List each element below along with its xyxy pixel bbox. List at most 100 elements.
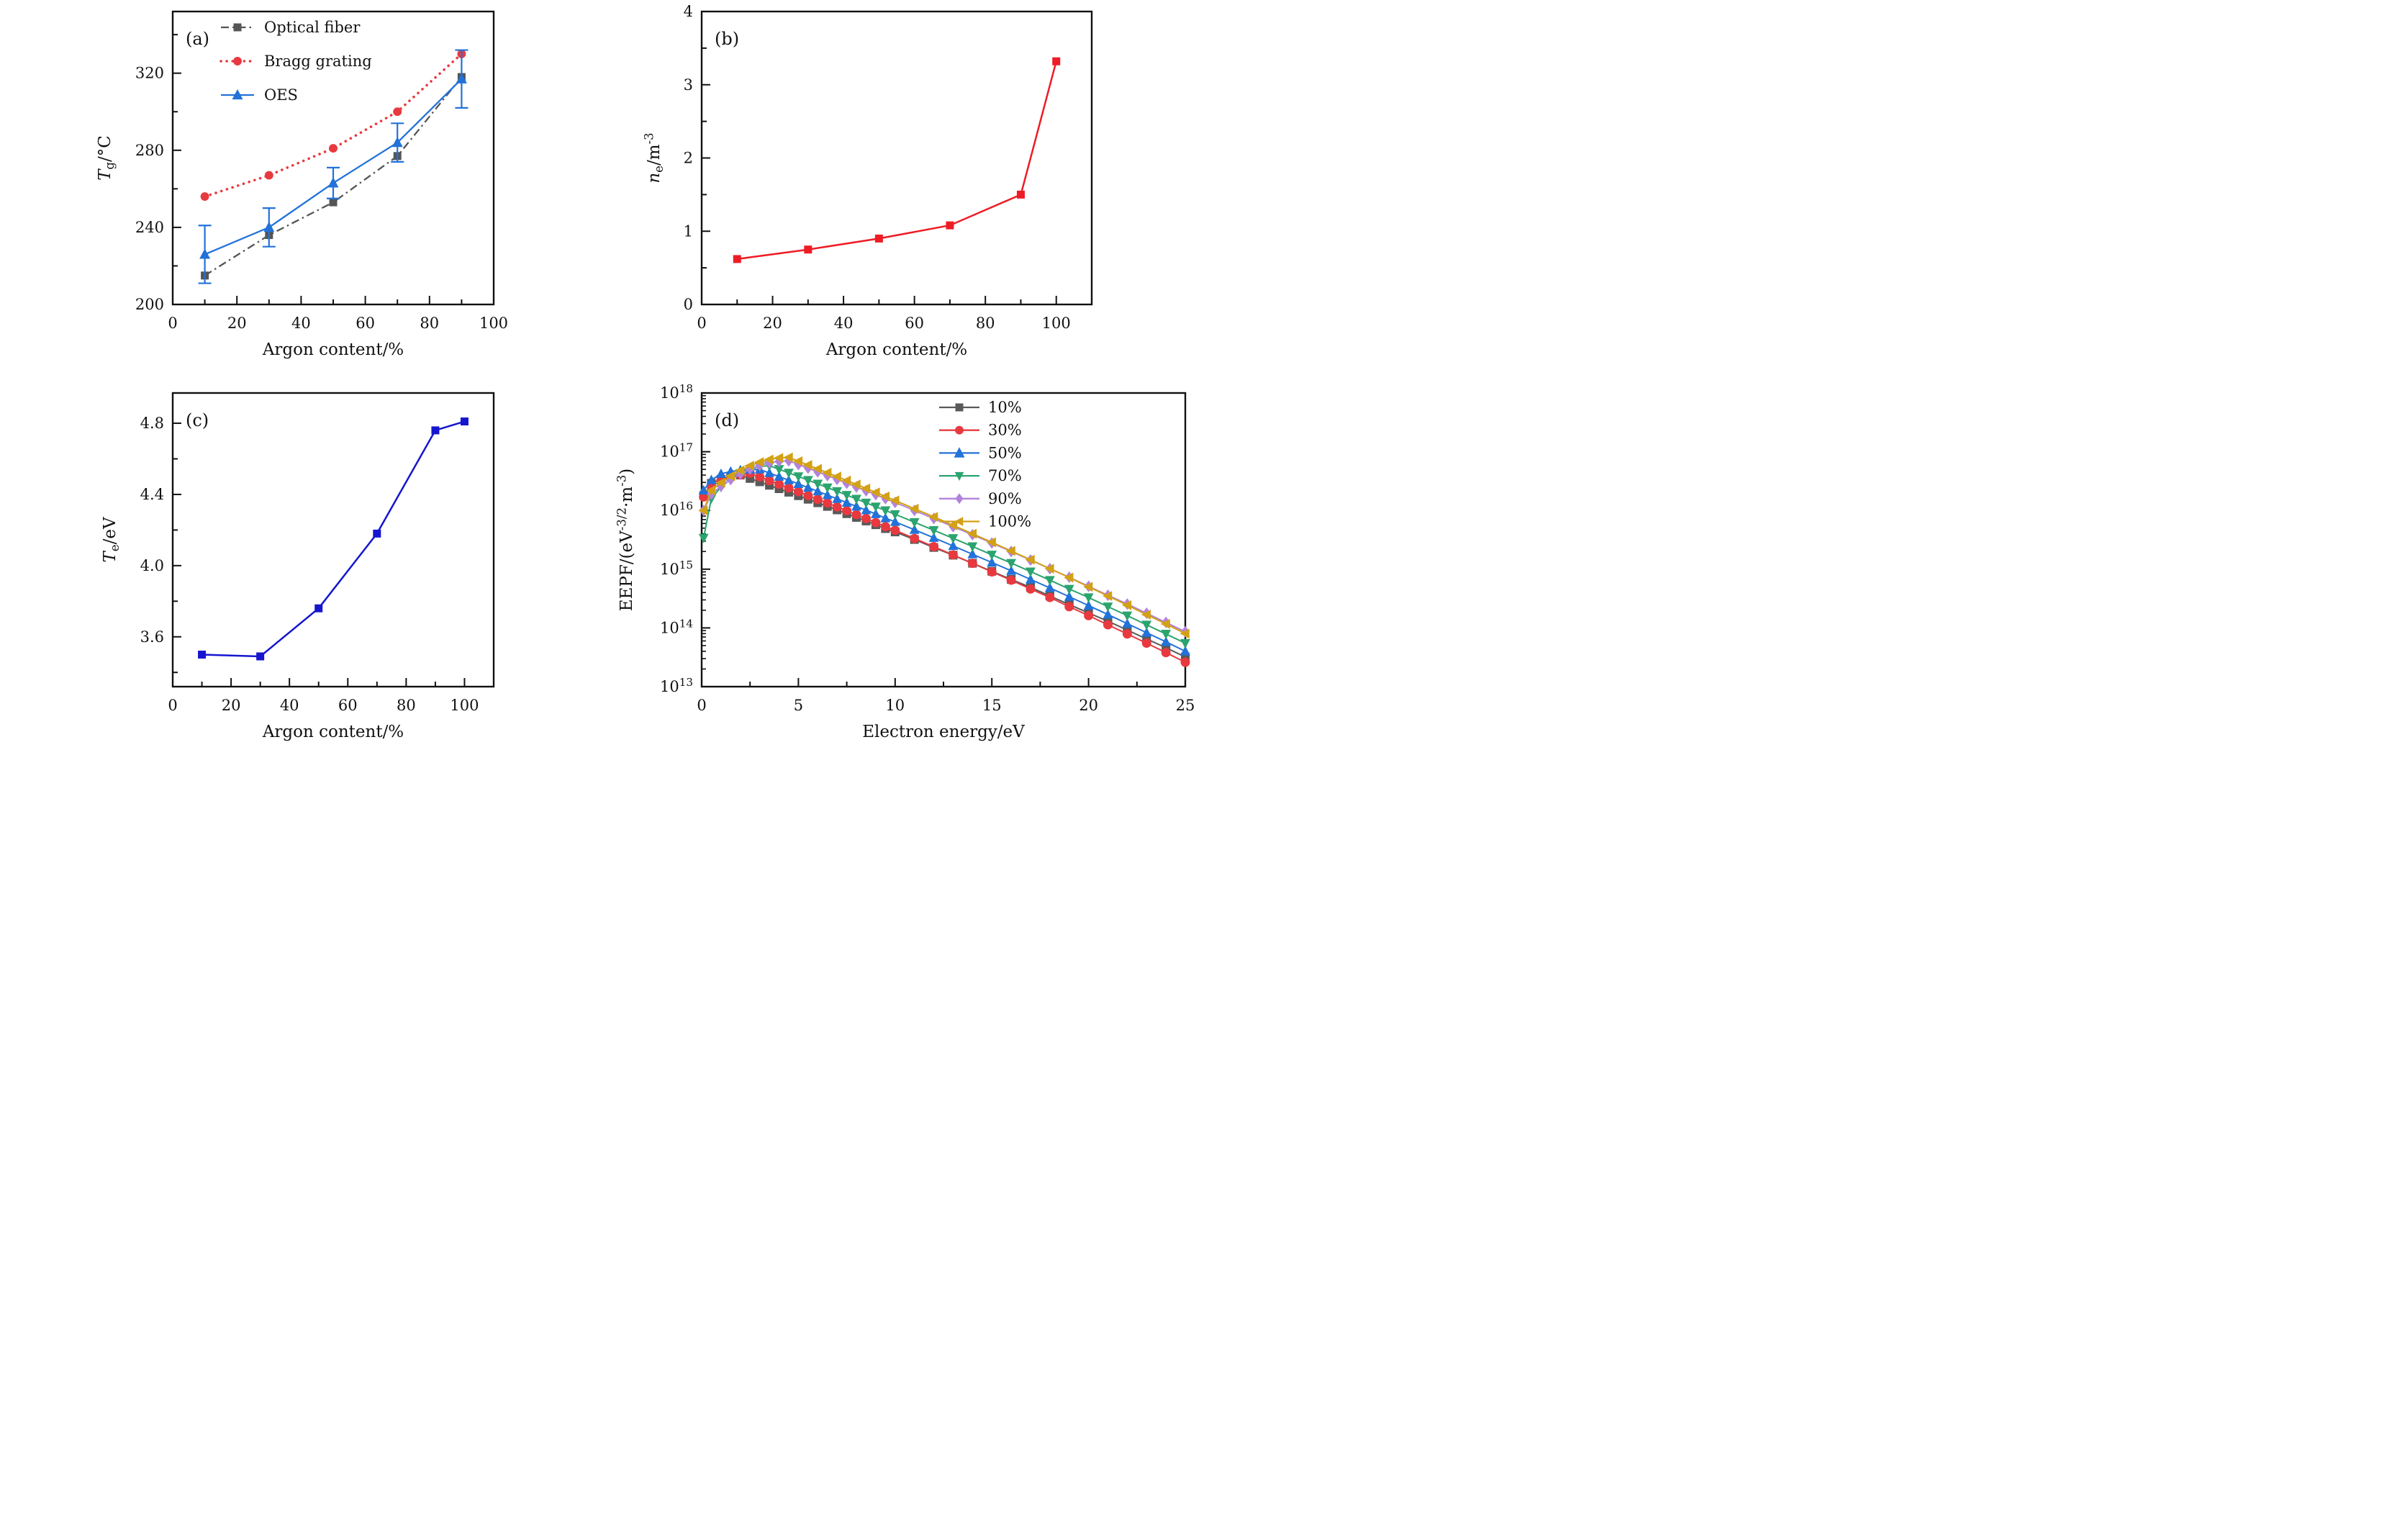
x-tick-label: 20: [227, 315, 247, 332]
x-tick-label: 0: [697, 697, 706, 714]
panel-a-series-oes: [198, 49, 469, 284]
series-marker: [851, 501, 861, 511]
series-marker: [1026, 567, 1036, 577]
panel-b-tick-labels: 0 20 40 60 80 100 0 1 2 3 4: [684, 3, 1071, 332]
series-marker: [1122, 629, 1132, 639]
series-marker: [1044, 582, 1055, 592]
series-marker: [986, 537, 996, 548]
series-marker: [1103, 620, 1113, 630]
series-marker: [929, 542, 939, 551]
series-marker: [733, 255, 741, 263]
series-marker: [822, 467, 832, 478]
series-marker: [706, 474, 717, 484]
series-marker: [871, 502, 881, 512]
series-marker: [699, 492, 709, 502]
panel-c-xlabel: Argon content/%: [262, 723, 404, 741]
panel-b-label: (b): [715, 29, 739, 49]
series-marker: [754, 457, 764, 467]
series-marker: [1141, 627, 1152, 637]
series-marker: [967, 559, 977, 569]
series-marker: [1122, 611, 1133, 621]
series-marker: [1005, 546, 1015, 556]
series-marker: [1025, 554, 1035, 565]
series-marker: [698, 505, 708, 516]
panel-a-axes: [172, 34, 494, 305]
panel-c-axes: [172, 422, 466, 687]
panel-a-series-bragg-grating: [200, 49, 466, 201]
series-marker: [774, 471, 784, 481]
series-marker: [1141, 610, 1151, 620]
series-marker: [1103, 609, 1113, 619]
series-marker: [967, 528, 977, 539]
series-marker: [1064, 602, 1074, 612]
panel-d-axes: [701, 392, 1186, 687]
panel-a-ylabel: Tg/°C: [96, 135, 117, 181]
y-tick-label: 4.0: [140, 557, 164, 574]
series-marker: [327, 177, 339, 188]
series-marker: [774, 479, 784, 489]
series-marker: [813, 494, 823, 505]
x-tick-label: 100: [479, 315, 508, 332]
y-tick-label: 1018: [660, 382, 693, 402]
series-marker: [861, 513, 871, 523]
series-marker: [851, 479, 861, 489]
panel-d-series-50-: [698, 464, 1190, 656]
series-marker: [831, 471, 841, 482]
series-marker: [861, 498, 872, 509]
series-marker: [1026, 584, 1036, 594]
series-marker: [1122, 618, 1133, 628]
series-marker: [822, 483, 833, 493]
series-line: [737, 60, 1057, 261]
four-panel-plasma-figure: 0 20 40 60 80 100 200 240 280 320 Argon content/% T…: [0, 0, 1204, 762]
series-marker: [948, 550, 958, 560]
x-tick-label: 20: [763, 315, 782, 332]
series-marker: [1044, 564, 1054, 574]
series-marker: [1161, 648, 1171, 658]
series-marker: [822, 489, 833, 500]
panel-a-legend: Optical fiber Bragg grating OES: [219, 19, 372, 104]
series-marker: [725, 471, 735, 482]
series-marker: [802, 482, 813, 492]
series-marker: [909, 503, 919, 514]
legend-marker: [233, 23, 242, 32]
series-line: [202, 420, 465, 658]
x-tick-label: 0: [697, 315, 706, 332]
series-marker: [1044, 576, 1055, 586]
series-marker: [812, 464, 822, 474]
series-marker: [1045, 592, 1055, 602]
series-marker: [823, 498, 833, 508]
series-marker: [698, 484, 709, 494]
panel-b-xlabel: Argon content/%: [825, 340, 967, 359]
series-marker: [329, 198, 338, 207]
series-marker: [1083, 600, 1094, 610]
series-marker: [1016, 190, 1025, 199]
x-tick-label: 60: [356, 315, 375, 332]
series-marker: [1161, 630, 1172, 640]
y-tick-label: 4.8: [140, 415, 164, 432]
panel-d-xlabel: Electron energy/eV: [862, 723, 1025, 741]
x-tick-label: 60: [338, 697, 358, 714]
series-marker: [851, 510, 861, 520]
panel-b: 0 20 40 60 80 100 0 1 2 3 4 Argon content/% ne/m-3 (b…: [642, 3, 1093, 359]
y-tick-label: 1: [684, 222, 693, 240]
series-marker: [802, 476, 813, 486]
series-marker: [784, 474, 794, 484]
series-marker: [784, 483, 794, 493]
series-marker: [774, 465, 784, 475]
legend-label: Optical fiber: [264, 19, 361, 36]
series-marker: [1180, 646, 1190, 656]
y-tick-label: 2: [684, 150, 693, 167]
series-marker: [314, 604, 323, 613]
series-marker: [256, 652, 265, 661]
panel-d-series-100-: [698, 452, 1190, 639]
series-marker: [793, 478, 804, 489]
panel-c-label: (c): [186, 410, 209, 430]
series-marker: [1160, 618, 1170, 629]
x-tick-label: 80: [420, 315, 439, 332]
series-marker: [842, 506, 852, 516]
legend-label: 50%: [988, 444, 1022, 461]
panel-d-label: (d): [715, 410, 739, 430]
series-marker: [735, 465, 745, 476]
panel-c-ylabel: Te/eV: [101, 517, 122, 563]
